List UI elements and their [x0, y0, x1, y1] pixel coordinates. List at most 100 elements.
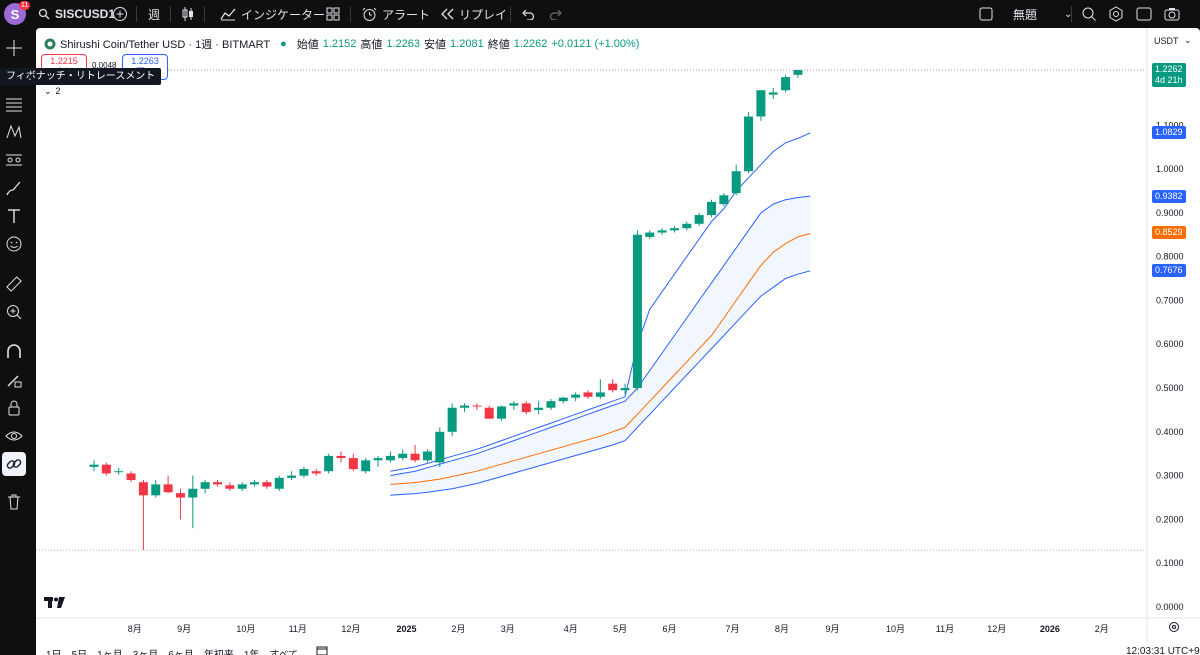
snapshot-button[interactable] — [1164, 0, 1180, 28]
notification-badge: 11 — [19, 1, 31, 10]
avatar[interactable]: S 11 — [4, 0, 31, 28]
price-tick-label: 0.4000 — [1156, 427, 1184, 437]
candle-body — [175, 493, 185, 498]
candles-icon — [182, 7, 193, 21]
chart-type-button[interactable] — [181, 0, 195, 28]
bollinger-bands — [390, 132, 811, 496]
chart-pane[interactable]: 0.0000 0.1000 0.2000 0.3000 0.4000 0.5000 0.60… — [36, 28, 1200, 648]
chevron-down-icon: ⌄ — [1064, 8, 1073, 20]
divider — [170, 6, 171, 22]
candle — [262, 479, 272, 489]
sell-price: 1.2215 — [50, 56, 78, 66]
alert-button[interactable]: アラート — [362, 0, 430, 28]
candle — [707, 199, 716, 218]
layout-name-label: 無題 — [1013, 7, 1038, 22]
sync-drawings-tool[interactable] — [2, 452, 26, 476]
time-tick-label: 12月 — [987, 624, 1006, 634]
clock-label[interactable]: 12:03:31 UTC+9 — [1126, 646, 1200, 655]
price-axis[interactable]: 0.0000 0.1000 0.2000 0.3000 0.4000 0.5000 0.60… — [1156, 120, 1184, 612]
candle-body — [89, 464, 99, 467]
redo-icon — [549, 9, 562, 20]
tradingview-logo[interactable] — [44, 596, 68, 614]
fullscreen-button[interactable] — [1136, 0, 1152, 28]
eye-icon — [5, 431, 23, 441]
time-tick-label: 12月 — [341, 624, 360, 634]
candle — [361, 458, 371, 474]
price-tick-label: 0.7000 — [1156, 295, 1184, 305]
time-tick-label: 2025 — [396, 624, 416, 634]
timeframe-option[interactable]: 1年 — [244, 646, 260, 655]
emoji-tool[interactable] — [2, 232, 26, 256]
candle — [744, 112, 754, 174]
candle — [509, 401, 519, 410]
candle-body — [225, 485, 235, 489]
price-tick-label: 0.8000 — [1156, 252, 1184, 262]
timeframe-option[interactable]: 1ヶ月 — [97, 646, 123, 655]
timeframe-option[interactable]: 1日 — [46, 646, 62, 655]
candle-body — [373, 458, 383, 461]
zoom-tool[interactable] — [2, 300, 26, 324]
coin-logo-icon — [44, 38, 56, 50]
brush-tool[interactable] — [2, 176, 26, 200]
settings-button[interactable] — [1108, 0, 1124, 28]
time-tick-label: 2月 — [451, 624, 465, 634]
candle — [694, 212, 704, 226]
ruler-icon — [6, 276, 22, 292]
text-icon — [8, 209, 20, 223]
candle-body — [608, 383, 618, 391]
undo-button[interactable] — [521, 0, 535, 28]
measure-tool[interactable] — [2, 272, 26, 296]
forecast-tool[interactable] — [2, 148, 26, 172]
candle-body — [460, 405, 469, 408]
chevron-down-icon: ⌄ — [1184, 35, 1192, 45]
candle — [682, 221, 692, 231]
lock-drawing-tool[interactable] — [2, 368, 26, 392]
crosshair-tool[interactable] — [2, 36, 26, 60]
time-tick-label: 3月 — [501, 624, 515, 634]
timeframe-option[interactable]: すべて — [269, 646, 298, 655]
hide-drawings-tool[interactable] — [2, 424, 26, 448]
quick-search-button[interactable] — [1081, 0, 1097, 28]
chart-settings-button[interactable] — [1168, 620, 1180, 638]
candle — [558, 396, 568, 404]
fib-retracement-tool[interactable] — [2, 92, 26, 116]
price-chart[interactable]: 0.0000 0.1000 0.2000 0.3000 0.4000 0.5000 0.60… — [36, 28, 1200, 648]
candle-body — [262, 482, 272, 487]
timeframe-option[interactable]: 3ヶ月 — [133, 646, 159, 655]
timeframe-option[interactable]: 6ヶ月 — [168, 646, 194, 655]
timeframe-option[interactable]: 年初来 — [204, 646, 234, 655]
text-tool[interactable] — [2, 204, 26, 228]
layout-name-button[interactable]: 無題 ⌄ — [1013, 0, 1072, 28]
redo-button[interactable] — [549, 0, 563, 28]
fullscreen-toggle-button[interactable] — [979, 0, 993, 28]
interval-button[interactable]: 週 — [148, 0, 160, 28]
search-settings-icon — [1082, 7, 1096, 21]
low-value: 1.2081 — [450, 38, 484, 50]
gear-icon — [1169, 622, 1179, 632]
candle-body — [595, 392, 605, 397]
symbol-search-button[interactable]: SISCUSD1 — [38, 0, 115, 28]
indicators-collapse-toggle[interactable]: ⌄ 2 — [44, 86, 61, 97]
time-tick-label: 4月 — [564, 624, 578, 634]
series-legend[interactable]: Shirushi Coin/Tether USD · 1週 · BITMART … — [44, 36, 639, 52]
candle — [138, 479, 148, 551]
candle — [768, 88, 778, 99]
lock-all-tool[interactable] — [2, 396, 26, 420]
price-tick-label: 0.2000 — [1156, 514, 1184, 524]
magnet-tool[interactable] — [2, 340, 26, 364]
layouts-button[interactable] — [326, 0, 340, 28]
candle — [151, 479, 161, 498]
date-range-button[interactable] — [316, 645, 328, 655]
remove-drawings-tool[interactable] — [2, 490, 26, 514]
indicators-button[interactable]: インジケーター — [220, 0, 325, 28]
timeframe-option[interactable]: 5日 — [72, 646, 88, 655]
candle — [595, 379, 605, 399]
pattern-tool[interactable] — [2, 120, 26, 144]
currency-label[interactable]: USDT — [1154, 36, 1179, 46]
candle — [336, 451, 346, 463]
time-axis[interactable]: 8月 9月 10月 11月 12月 2025 2月 3月 4月 5月 6月 7月 8月 9月 10月 11月 1… — [128, 624, 1109, 634]
time-tick-label: 9月 — [177, 624, 191, 634]
legend-title: Shirushi Coin/Tether USD · 1週 · BITMART — [60, 39, 271, 51]
compare-symbol-button[interactable] — [112, 0, 128, 28]
replay-button[interactable]: リプレイ — [440, 0, 507, 28]
